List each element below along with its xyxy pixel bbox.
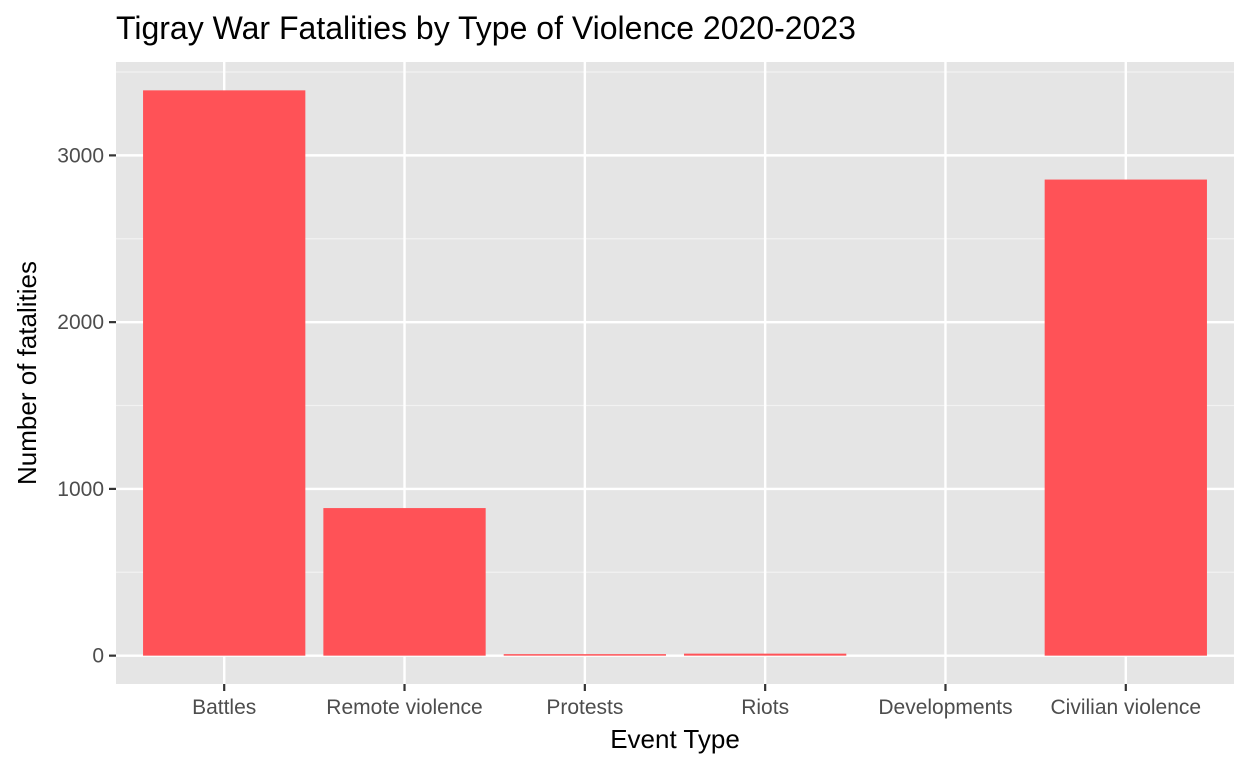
- x-tick-label: Riots: [741, 696, 789, 719]
- bar-battles: [143, 90, 306, 656]
- x-tick-label: Developments: [878, 696, 1012, 719]
- chart-title: Tigray War Fatalities by Type of Violenc…: [116, 10, 856, 46]
- bars: [143, 90, 1207, 656]
- x-tick-label: Battles: [192, 696, 256, 719]
- y-tick-label: 0: [92, 645, 104, 668]
- y-tick-label: 2000: [57, 311, 104, 334]
- y-tick-label: 1000: [57, 478, 104, 501]
- x-tick-label: Remote violence: [326, 696, 482, 719]
- y-axis-title: Number of fatalities: [12, 261, 42, 485]
- bar-protests: [503, 654, 666, 656]
- x-axis-title: Event Type: [610, 724, 740, 754]
- x-tick-label: Civilian violence: [1051, 696, 1202, 719]
- bar-riots: [684, 653, 847, 656]
- bar-civilian-violence: [1044, 179, 1207, 656]
- y-axis: 0 1000 2000 3000: [57, 144, 116, 668]
- x-axis: Battles Remote violence Protests Riots Devel…: [192, 684, 1201, 719]
- x-tick-label: Protests: [546, 696, 623, 719]
- bar-remote-violence: [323, 508, 486, 656]
- y-tick-label: 3000: [57, 144, 104, 167]
